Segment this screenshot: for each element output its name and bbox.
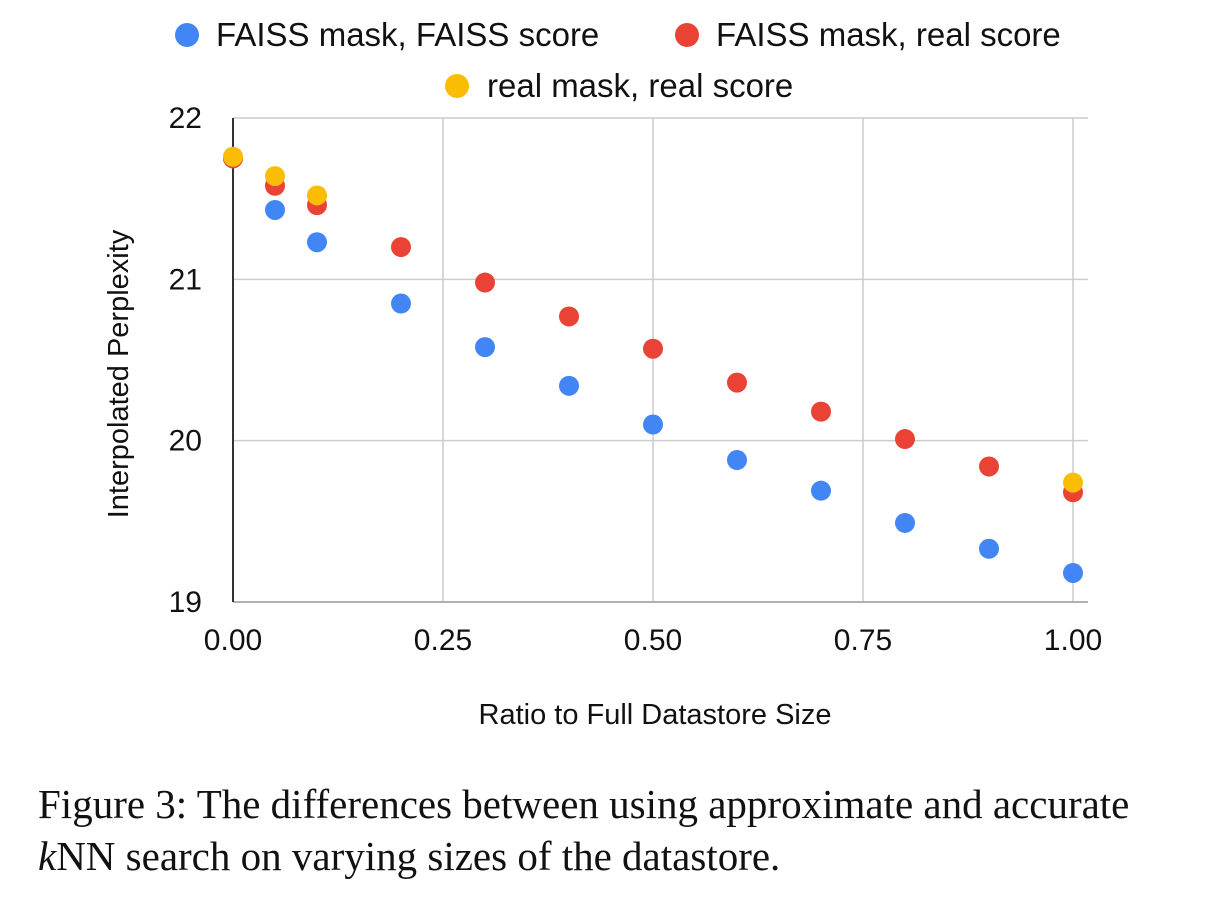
data-point <box>1063 472 1083 493</box>
data-point <box>307 232 327 253</box>
data-point <box>391 293 411 314</box>
data-point <box>979 538 999 559</box>
data-point <box>979 456 999 477</box>
x-axis-label: Ratio to Full Datastore Size <box>479 699 832 731</box>
axes <box>232 118 1088 603</box>
series-3 <box>223 146 1083 493</box>
data-point <box>895 512 915 533</box>
data-point <box>265 166 285 187</box>
data-point <box>391 237 411 258</box>
legend-item: FAISS mask, real score <box>675 16 1061 53</box>
y-tick-label: 19 <box>169 586 202 619</box>
legend-label: FAISS mask, FAISS score <box>216 16 599 53</box>
data-point <box>559 375 579 396</box>
caption-suffix: NN search on varying sizes of the datast… <box>56 833 781 879</box>
legend-marker <box>675 23 699 47</box>
legend-item: FAISS mask, FAISS score <box>175 16 599 53</box>
data-point <box>475 272 495 293</box>
scatter-chart: FAISS mask, FAISS score FAISS mask, real … <box>103 16 1103 731</box>
y-tick-label: 22 <box>169 102 202 135</box>
data-point <box>811 480 831 501</box>
series-1 <box>223 148 1083 583</box>
data-point <box>895 429 915 450</box>
legend-marker <box>445 74 469 98</box>
data-point <box>1063 562 1083 583</box>
tick-labels: 0.00 0.25 0.50 0.75 1.00 19 20 21 22 <box>169 102 1103 657</box>
data-point <box>811 401 831 422</box>
x-tick-label: 0.75 <box>834 624 892 657</box>
data-point <box>643 338 663 359</box>
caption-italic-k: k <box>38 833 57 879</box>
x-tick-label: 0.50 <box>624 624 682 657</box>
legend-label: FAISS mask, real score <box>716 16 1061 53</box>
y-axis-label: Interpolated Perplexity <box>103 229 135 518</box>
x-tick-label: 0.00 <box>204 624 262 657</box>
data-point <box>475 337 495 358</box>
data-point <box>727 450 747 471</box>
data-point <box>307 185 327 206</box>
data-point <box>643 414 663 435</box>
caption-prefix: Figure 3: The differences between using … <box>38 781 1130 827</box>
legend-item: real mask, real score <box>445 67 793 104</box>
y-tick-label: 21 <box>169 263 202 296</box>
data-point <box>265 199 285 220</box>
data-point <box>223 146 243 167</box>
x-tick-label: 0.25 <box>414 624 472 657</box>
figure-caption: Figure 3: The differences between using … <box>38 778 1198 882</box>
x-tick-label: 1.00 <box>1044 624 1102 657</box>
legend-label: real mask, real score <box>487 67 793 104</box>
data-point <box>727 372 747 393</box>
data-points <box>223 146 1083 583</box>
legend: FAISS mask, FAISS score FAISS mask, real … <box>175 16 1061 104</box>
grid <box>233 117 1088 602</box>
y-tick-label: 20 <box>169 425 202 458</box>
legend-marker <box>175 23 199 47</box>
data-point <box>559 306 579 327</box>
